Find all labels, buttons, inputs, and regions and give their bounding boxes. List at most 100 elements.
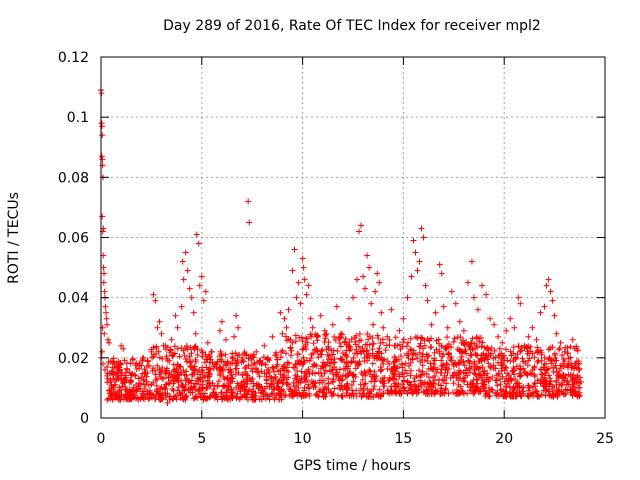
data-point [526,384,533,391]
data-point [562,372,569,379]
data-point [407,359,414,366]
data-point [104,375,111,382]
data-point [174,387,181,394]
data-point [419,362,426,369]
data-point [287,344,294,351]
data-point [376,279,383,286]
data-point [549,297,556,304]
data-point [152,377,159,384]
data-point [409,356,416,363]
data-point [221,375,228,382]
data-point [571,364,578,371]
data-point [468,258,475,265]
data-point [292,332,299,339]
data-point [217,348,224,355]
data-point [377,368,384,375]
data-point [374,348,381,355]
data-point [345,359,352,366]
data-point [510,389,517,396]
data-point [330,379,337,386]
data-point [164,399,171,406]
data-point [266,393,273,400]
data-point [358,393,365,400]
data-point [511,387,518,394]
data-point [280,388,287,395]
data-point [403,370,410,377]
data-point [138,394,145,401]
data-point [534,392,541,399]
data-point [150,291,157,298]
data-point [173,373,180,380]
data-point [301,392,308,399]
data-point [460,375,467,382]
data-point [507,315,514,322]
data-point [152,395,159,402]
data-point [415,386,422,393]
x-tick-label: 5 [197,431,206,447]
data-point [374,270,381,277]
data-point [354,276,361,283]
axes: 0 0.02 0.04 0.06 0.08 0.1 0.12 0 5 10 15 20 25 [58,50,614,447]
data-point [229,350,236,357]
data-point [454,390,461,397]
data-point [372,375,379,382]
data-point [168,377,175,384]
data-point [160,375,167,382]
data-point [299,255,306,262]
data-point [168,371,175,378]
data-point [115,376,122,383]
data-point [474,363,481,370]
data-point [306,357,313,364]
data-point [353,387,360,394]
data-point [575,361,582,368]
data-point [296,334,303,341]
data-point [326,368,333,375]
data-point [248,356,255,363]
data-point [179,389,186,396]
data-point [425,365,432,372]
data-point [516,363,523,370]
data-point [416,349,423,356]
data-point [121,377,128,384]
data-point [313,390,320,397]
data-point [508,393,515,400]
data-point [277,309,284,316]
data-point [555,372,562,379]
data-point [388,306,395,313]
data-point [549,344,556,351]
data-point [281,315,288,322]
data-point [282,333,289,340]
data-point [241,350,248,357]
data-point [397,387,404,394]
data-point [561,363,568,370]
data-point [298,393,305,400]
data-point [378,309,385,316]
data-point [437,370,444,377]
data-point [199,353,206,360]
data-point [471,387,478,394]
data-point [382,347,389,354]
data-point [405,387,412,394]
y-tick-label: 0.02 [58,351,89,367]
data-point [176,363,183,370]
data-point [258,368,265,375]
data-point [258,361,265,368]
data-point [416,367,423,374]
data-point [310,340,317,347]
data-point [397,346,404,353]
data-point [118,375,125,382]
data-point [237,388,244,395]
y-tick-label: 0.06 [58,231,89,247]
data-point [239,384,246,391]
data-point [374,332,381,339]
data-point [425,352,432,359]
data-point [364,341,371,348]
data-point [222,395,229,402]
data-point [402,367,409,374]
data-point [244,378,251,385]
data-point [386,361,393,368]
data-point [98,153,105,160]
data-point [335,375,342,382]
data-point [283,324,290,331]
data-point [145,396,152,403]
